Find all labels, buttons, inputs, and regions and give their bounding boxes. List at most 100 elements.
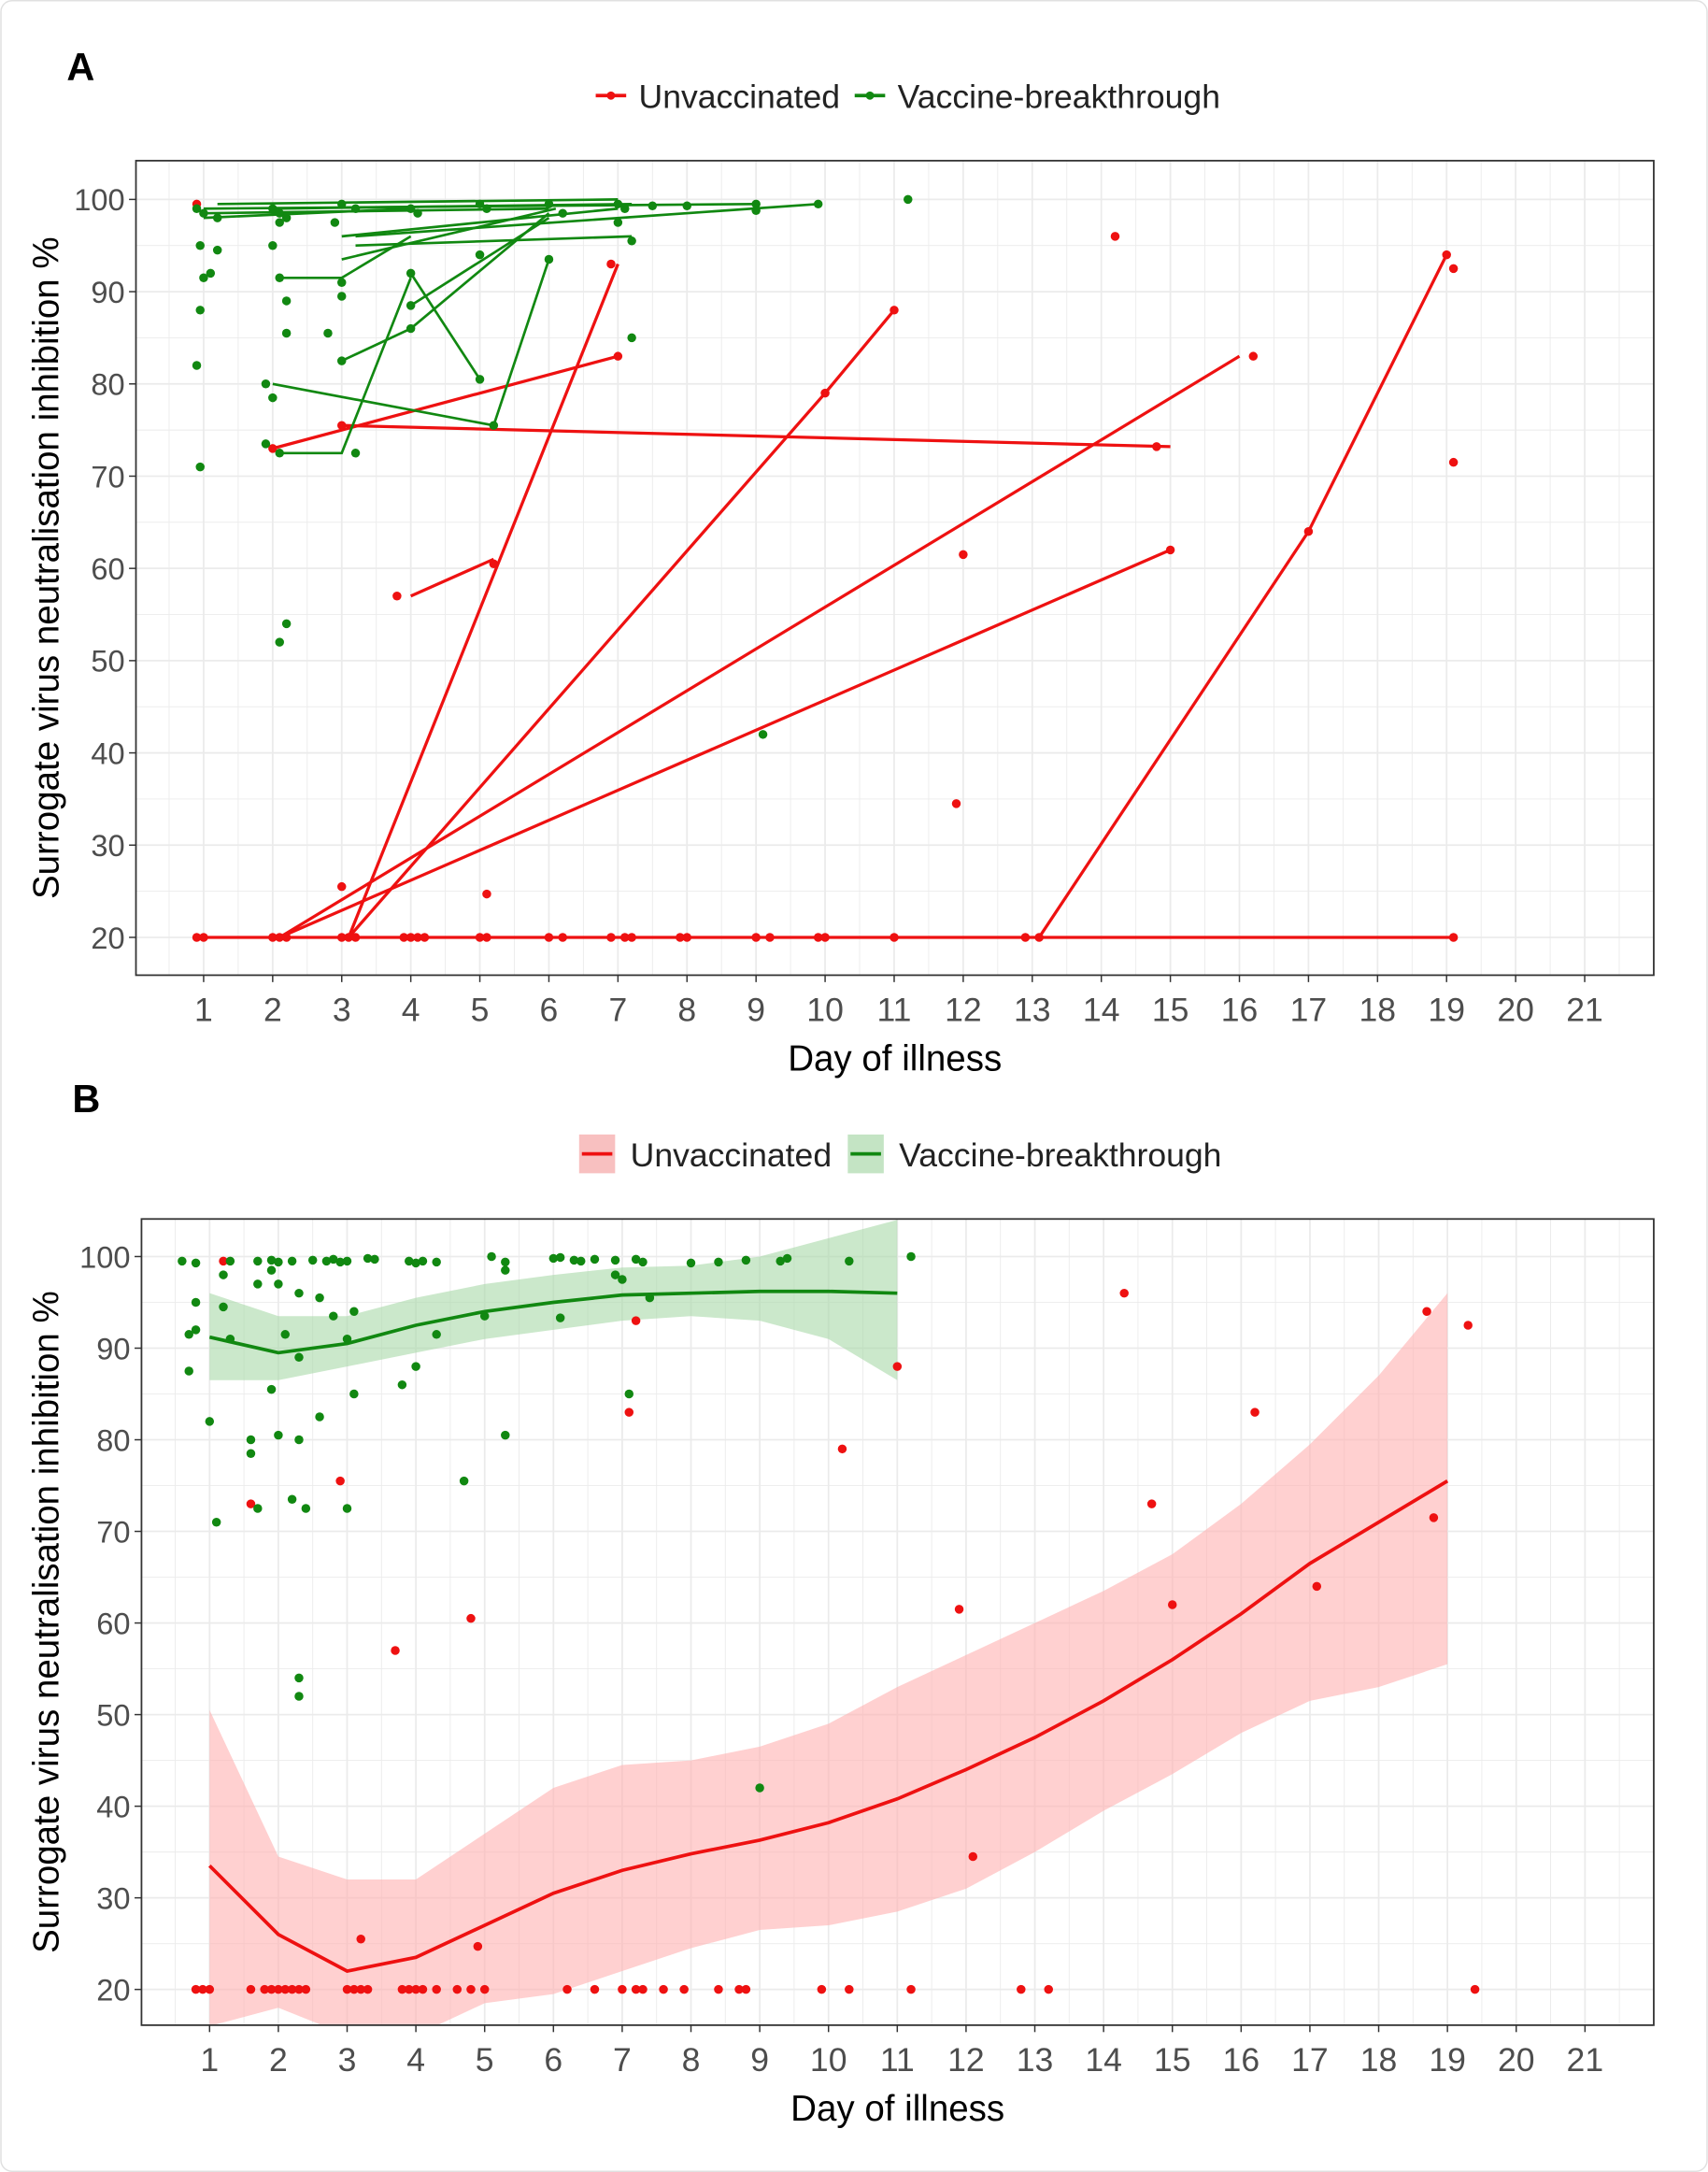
x-tick-label: 10 [806,991,844,1028]
point-vaccine-breakthrough [618,1275,627,1284]
point-unvaccinated [337,933,347,942]
point-unvaccinated [1442,250,1451,260]
x-tick-label: 11 [880,2041,915,2079]
point-unvaccinated [301,1984,311,1994]
point-unvaccinated [280,1984,291,1994]
point-vaccine-breakthrough [751,206,761,215]
trajectory-unvaccinated [347,263,619,938]
x-tick-label: 21 [1567,2041,1604,2079]
point-vaccine-breakthrough [275,449,284,458]
legend-label: Vaccine-breakthrough [899,1136,1221,1174]
x-axis-title: Day of illness [788,1039,1002,1079]
trajectory-unvaccinated [278,354,1241,939]
point-vaccine-breakthrough [261,439,271,449]
point-unvaccinated [751,933,761,942]
legend-label: Vaccine-breakthrough [898,79,1220,116]
point-unvaccinated [479,1984,490,1994]
point-vaccine-breakthrough [501,1430,510,1440]
trajectory-unvaccinated [278,548,1172,939]
point-vaccine-breakthrough [337,356,347,365]
point-vaccine-breakthrough [294,1288,304,1298]
gridlines [141,1219,1655,2025]
point-unvaccinated [397,1984,407,1994]
point-unvaccinated [356,1984,365,1994]
x-tick-label: 16 [1221,991,1259,1028]
point-unvaccinated [1165,545,1175,555]
trajectory-vaccine-breakthrough [217,198,619,206]
point-unvaccinated [659,1984,668,1994]
x-tick-label: 8 [677,991,696,1028]
point-unvaccinated [406,933,416,942]
point-unvaccinated [618,1984,627,1994]
point-unvaccinated [714,1984,723,1994]
point-unvaccinated [432,1984,441,1994]
legend-item: Unvaccinated [595,79,840,116]
x-tick-label: 3 [333,991,351,1028]
point-vaccine-breakthrough [329,1311,338,1321]
point-vaccine-breakthrough [558,208,567,218]
point-vaccine-breakthrough [337,199,347,209]
point-vaccine-breakthrough [686,1258,696,1268]
point-unvaccinated [1463,1321,1473,1330]
point-unvaccinated [191,1984,201,1994]
point-unvaccinated [246,1499,256,1508]
point-unvaccinated [1429,1513,1439,1522]
point-vaccine-breakthrough [758,730,768,739]
point-unvaccinated [482,889,491,899]
y-tick-label: 90 [96,1331,130,1365]
point-vaccine-breakthrough [501,1265,510,1275]
point-vaccine-breakthrough [246,1449,256,1458]
x-tick-label: 16 [1223,2041,1260,2079]
point-vaccine-breakthrough [219,1302,228,1312]
point-vaccine-breakthrough [281,619,292,629]
point-vaccine-breakthrough [714,1257,723,1267]
trajectory-vaccine-breakthrough [355,202,818,238]
point-unvaccinated [624,1408,634,1417]
point-vaccine-breakthrough [191,1297,201,1307]
x-tick-label: 4 [402,991,420,1028]
point-unvaccinated [1167,1600,1177,1609]
point-unvaccinated [1017,1984,1026,1994]
x-tick-label: 10 [810,2041,847,2079]
legend-item: Vaccine-breakthrough [854,79,1220,116]
point-vaccine-breakthrough [205,1417,215,1426]
x-tick-label: 14 [1083,991,1120,1028]
point-vaccine-breakthrough [330,218,340,227]
point-unvaccinated [1250,1408,1260,1417]
trajectory-vaccine-breakthrough [279,235,412,279]
point-unvaccinated [335,1476,345,1486]
point-vaccine-breakthrough [813,199,823,209]
x-tick-label: 5 [476,2041,494,2079]
point-vaccine-breakthrough [275,208,284,218]
panel-label: B [72,1077,100,1121]
x-tick-label: 7 [613,2041,632,2079]
point-vaccine-breakthrough [349,1389,359,1399]
gridlines [135,160,1655,976]
point-unvaccinated [391,1646,400,1655]
point-unvaccinated [1152,442,1161,451]
y-tick-label: 80 [96,1422,130,1457]
point-vaccine-breakthrough [413,208,422,218]
trajectory-unvaccinated [341,423,1171,449]
point-vaccine-breakthrough [610,1255,620,1265]
x-tick-label: 19 [1429,2041,1466,2079]
point-vaccine-breakthrough [195,240,205,250]
point-vaccine-breakthrough [406,204,416,213]
point-unvaccinated [205,1984,215,1994]
point-unvaccinated [466,1984,476,1994]
point-vaccine-breakthrough [281,328,292,338]
point-unvaccinated [1422,1307,1431,1317]
point-vaccine-breakthrough [274,1430,283,1440]
point-vaccine-breakthrough [199,273,208,283]
point-unvaccinated [405,1984,414,1994]
point-vaccine-breakthrough [576,1256,586,1266]
point-unvaccinated [613,351,623,361]
x-tick-label: 13 [1017,2041,1054,2079]
point-vaccine-breakthrough [741,1255,751,1265]
point-unvaccinated [734,1984,744,1994]
point-vaccine-breakthrough [613,218,623,227]
point-unvaccinated [356,1935,365,1944]
